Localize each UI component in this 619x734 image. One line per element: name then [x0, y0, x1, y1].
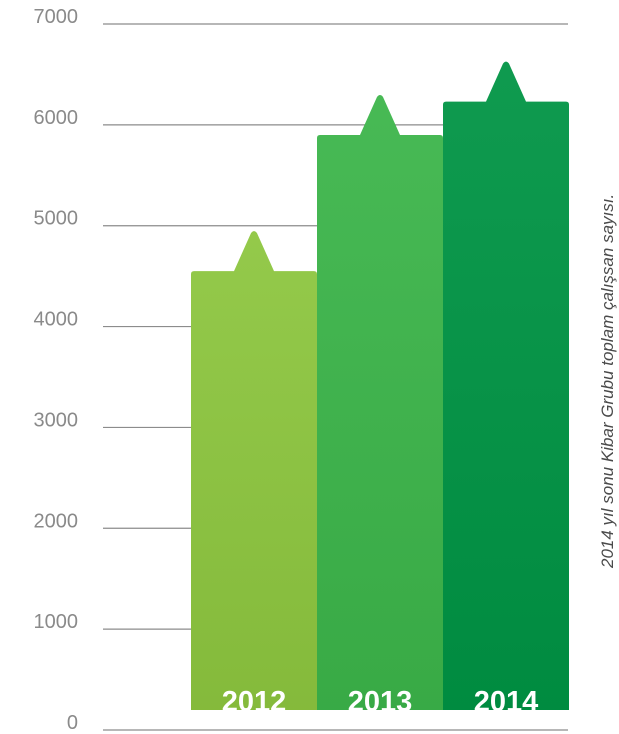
y-axis-ticks: 0 1000 2000 3000 4000 5000 6000 7000 — [34, 6, 79, 734]
y-tick-label: 4000 — [34, 309, 79, 331]
chart-note: 2014 yıl sonu Kibar Grubu toplam çalışsa… — [598, 194, 617, 569]
bar-labels: 2012 2013 2014 — [222, 686, 539, 718]
y-tick-label: 1000 — [34, 611, 79, 633]
y-tick-label: 7000 — [34, 6, 79, 28]
y-tick-label: 3000 — [34, 409, 79, 431]
bar-shade — [191, 231, 317, 710]
bar-shade — [443, 61, 569, 711]
bars — [191, 61, 569, 711]
category-label: 2012 — [222, 686, 287, 718]
category-label: 2013 — [348, 686, 413, 718]
category-label: 2014 — [474, 686, 539, 718]
y-tick-label: 6000 — [34, 107, 79, 129]
y-tick-label: 0 — [67, 712, 78, 734]
bar-shade — [317, 94, 443, 710]
y-tick-label: 5000 — [34, 208, 79, 230]
y-tick-label: 2000 — [34, 510, 79, 532]
